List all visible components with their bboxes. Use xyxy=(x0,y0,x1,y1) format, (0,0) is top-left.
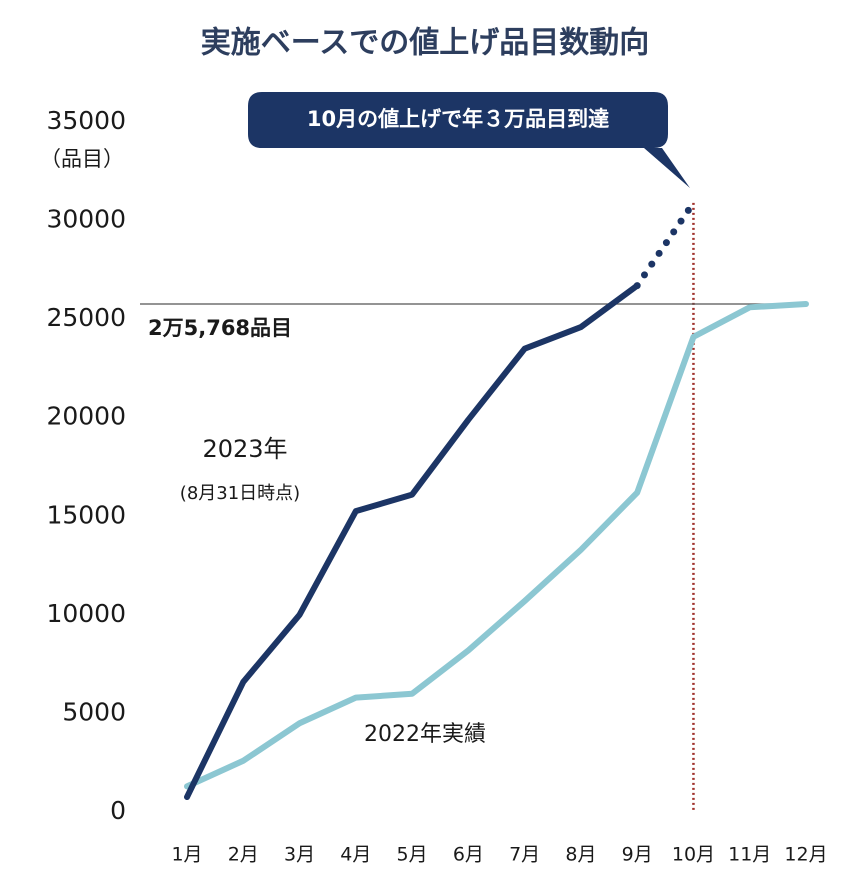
x-tick-label: 8月 xyxy=(565,844,596,866)
series-note: (8月31日時点) xyxy=(180,483,300,504)
y-tick-label: 35000 xyxy=(46,106,126,135)
callout-box xyxy=(248,92,690,188)
y-tick-label: 15000 xyxy=(46,500,126,529)
x-tick-label: 11月 xyxy=(728,844,771,866)
series-line xyxy=(184,282,641,801)
x-tick-label: 12月 xyxy=(784,844,827,866)
callout-text: 10月の値上げで年３万品目到達 xyxy=(307,107,609,131)
x-tick-label: 10月 xyxy=(672,844,715,866)
chart-title: 実施ベースでの値上げ品目数動向 xyxy=(201,26,650,61)
x-tick-label: 3月 xyxy=(284,844,315,866)
y-tick-label: 20000 xyxy=(46,402,126,431)
x-tick-label: 1月 xyxy=(171,844,202,866)
y-unit: （品目） xyxy=(40,147,124,171)
x-tick-label: 6月 xyxy=(453,844,484,866)
reference-label: 2万5,768品目 xyxy=(148,316,292,340)
x-tick-label: 2月 xyxy=(228,844,259,866)
y-tick-label: 5000 xyxy=(62,697,126,726)
series-label: 2022年実績 xyxy=(364,722,486,747)
series-label: 2023年 xyxy=(202,435,287,463)
x-tick-label: 4月 xyxy=(340,844,371,866)
x-tick-label: 5月 xyxy=(397,844,428,866)
y-tick-label: 30000 xyxy=(46,205,126,234)
x-tick-label: 9月 xyxy=(622,844,653,866)
y-tick-label: 25000 xyxy=(46,303,126,332)
series-line xyxy=(184,301,809,790)
series-line-projected xyxy=(633,199,697,290)
x-tick-label: 7月 xyxy=(509,844,540,866)
y-tick-label: 10000 xyxy=(46,599,126,628)
y-tick-label: 0 xyxy=(110,796,126,825)
